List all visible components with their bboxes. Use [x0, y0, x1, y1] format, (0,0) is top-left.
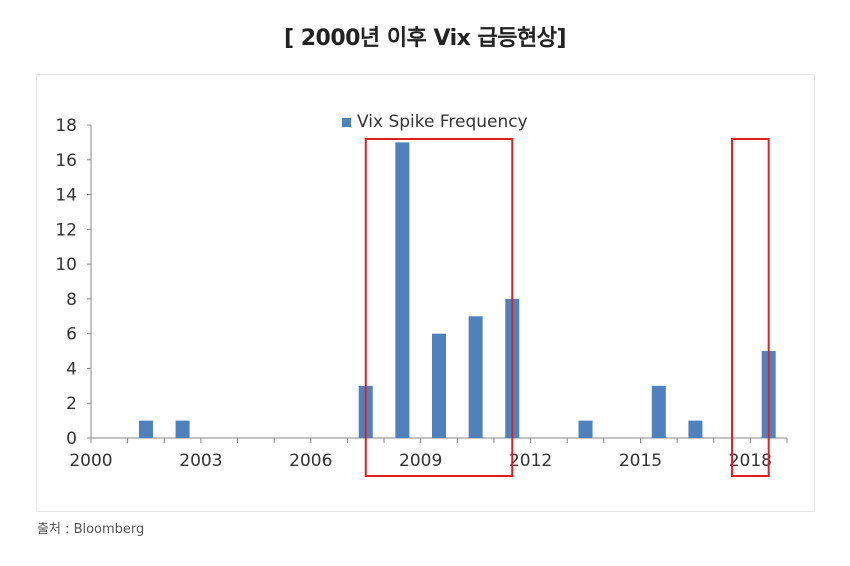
bar: [578, 420, 593, 438]
x-tick-label: 2018: [729, 451, 772, 471]
y-tick-label: 6: [66, 325, 77, 345]
bar: [138, 420, 153, 438]
y-tick-label: 12: [55, 220, 77, 240]
page-title: [ 2000년 이후 Vix 급등현상]: [283, 26, 567, 51]
y-tick-label: 4: [66, 359, 77, 379]
legend-swatch: [342, 118, 351, 127]
x-tick-label: 2006: [289, 451, 332, 471]
source-note: 출처 : Bloomberg: [37, 522, 145, 537]
y-tick-label: 16: [55, 151, 77, 171]
bar: [432, 333, 446, 438]
bar: [175, 420, 190, 438]
chart-frame: 0 2 4 6 8 10 12 14 16 18 2000 2003 2006 2009 2012 2015 2…: [36, 74, 815, 512]
legend-label: Vix Spike Frequency: [357, 112, 528, 132]
x-tick-label: 2012: [509, 451, 552, 471]
y-tick-label: 2: [66, 394, 77, 414]
bar: [468, 316, 483, 438]
x-tick-label: 2015: [619, 451, 662, 471]
bar: [651, 385, 666, 438]
y-tick-label: 8: [66, 290, 77, 310]
x-tick-label: 2003: [179, 451, 222, 471]
highlight-box: [364, 138, 514, 477]
x-tick-label: 2009: [399, 451, 442, 471]
y-tick-label: 18: [55, 116, 77, 136]
bar: [688, 420, 703, 438]
highlight-box: [731, 138, 770, 477]
y-tick-label: 0: [66, 429, 77, 449]
x-tick-label: 2000: [69, 451, 112, 471]
bar-chart: 0 2 4 6 8 10 12 14 16 18 2000 2003 2006 2009 2012 2015 2…: [55, 112, 788, 477]
y-tick-label: 10: [55, 255, 77, 275]
y-tick-label: 14: [55, 186, 77, 206]
bar: [395, 142, 410, 438]
